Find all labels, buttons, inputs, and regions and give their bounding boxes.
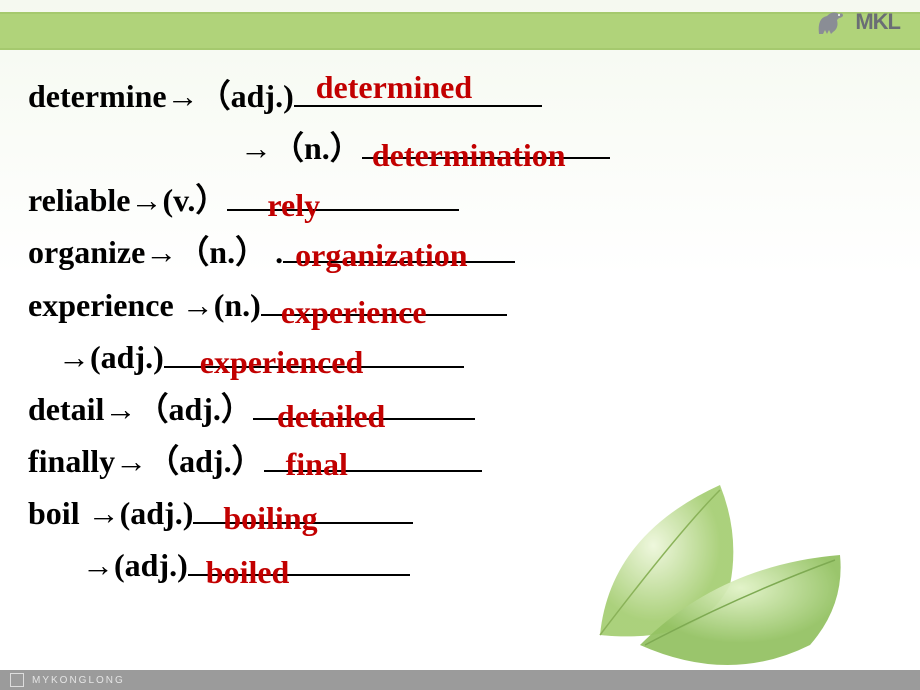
answer-blank: experience: [261, 284, 507, 316]
prompt-text: →(adj.): [82, 547, 188, 583]
exercise-line: detail→（adj.）detailed: [28, 383, 610, 435]
footer-icon: [10, 673, 24, 687]
prompt-text: finally→（adj.）: [28, 443, 264, 479]
brand-logo: MKL: [813, 8, 900, 36]
exercise-line: finally→（adj.）final: [28, 435, 610, 487]
exercise-line: boil →(adj.)boiling: [28, 487, 610, 539]
dino-icon: [813, 8, 853, 36]
exercise-line: experience →(n.)experience: [28, 279, 610, 331]
answer-blank: experienced: [164, 336, 464, 368]
answer-text: organization: [295, 229, 467, 281]
exercise-line: organize→（n.） .organization: [28, 226, 610, 278]
exercise-line: →(adj.)experienced: [28, 331, 610, 383]
answer-blank: determined: [294, 75, 542, 107]
prompt-text: →（n.）: [240, 130, 362, 166]
exercise-line: →（n.）determination: [28, 122, 610, 174]
exercise-line: →(adj.)boiled: [28, 539, 610, 591]
answer-text: determined: [316, 61, 472, 113]
answer-blank: organization: [283, 231, 515, 263]
prompt-text: organize→（n.） .: [28, 234, 283, 270]
answer-text: final: [286, 438, 348, 490]
answer-blank: rely: [227, 179, 459, 211]
word-form-exercise: determine→（adj.)determined→（n.）determina…: [28, 70, 610, 592]
answer-blank: determination: [362, 127, 610, 159]
answer-text: boiling: [223, 492, 317, 544]
answer-blank: boiling: [193, 492, 413, 524]
prompt-text: boil →(adj.): [28, 495, 193, 531]
answer-blank: detailed: [253, 388, 475, 420]
prompt-text: determine→（adj.): [28, 78, 294, 114]
exercise-line: determine→（adj.)determined: [28, 70, 610, 122]
prompt-text: →(adj.): [58, 339, 164, 375]
footer-text: MYKONGLONG: [32, 675, 125, 686]
answer-blank: final: [264, 440, 482, 472]
answer-blank: boiled: [188, 544, 410, 576]
exercise-line: reliable→(v.）rely: [28, 174, 610, 226]
answer-text: boiled: [206, 546, 290, 598]
prompt-text: detail→（adj.）: [28, 391, 253, 427]
logo-text: MKL: [855, 9, 900, 35]
footer-bar: MYKONGLONG: [0, 670, 920, 690]
prompt-text: reliable→(v.）: [28, 182, 227, 218]
prompt-text: experience →(n.): [28, 287, 261, 323]
top-accent-bar: [0, 12, 920, 50]
answer-text: rely: [267, 179, 320, 231]
answer-text: experienced: [200, 336, 364, 388]
